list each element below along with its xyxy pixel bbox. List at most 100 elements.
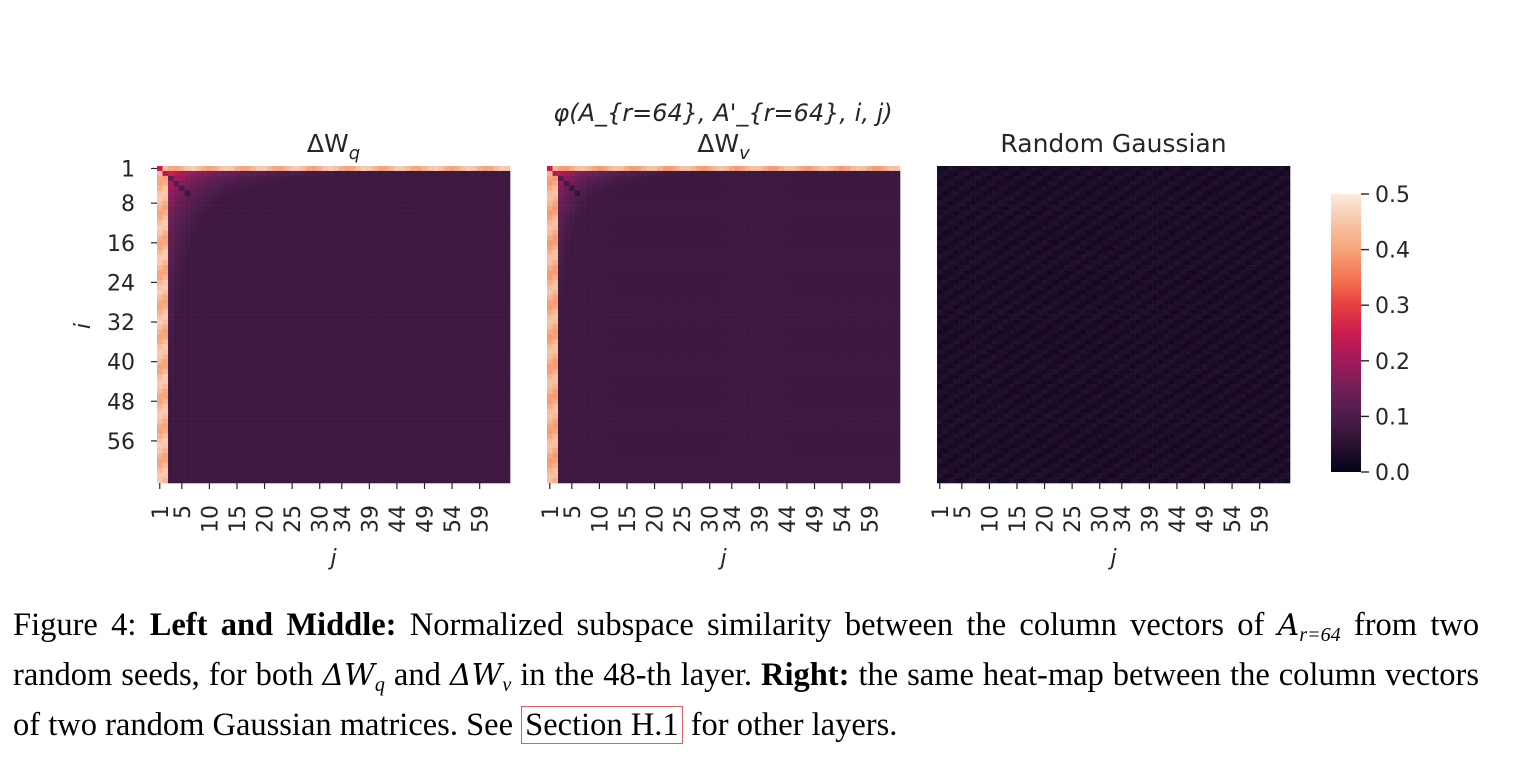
heatmap-cell — [460, 398, 467, 405]
heatmap-cell — [574, 215, 581, 221]
heatmap-cell — [493, 473, 500, 479]
heatmap-cell — [504, 478, 511, 484]
heatmap-cell — [558, 195, 564, 201]
heatmap-cell — [482, 438, 489, 444]
heatmap-cell — [806, 225, 813, 231]
heatmap-cell — [250, 478, 257, 484]
heatmap-cell — [350, 383, 356, 390]
heatmap-cell — [250, 185, 257, 192]
heatmap-cell — [399, 245, 406, 251]
heatmap-cell — [800, 210, 807, 216]
heatmap-cell — [416, 304, 423, 310]
heatmap-cell — [460, 284, 467, 291]
heatmap-cell — [471, 230, 478, 236]
heatmap-cell — [283, 478, 290, 484]
heatmap-cell — [449, 265, 456, 271]
heatmap-cell — [283, 388, 290, 395]
heatmap-cell — [201, 458, 207, 464]
heatmap-cell — [493, 210, 500, 216]
heatmap-cell — [239, 180, 246, 187]
heatmap-cell — [762, 175, 768, 182]
heatmap-cell — [377, 314, 384, 320]
heatmap-cell — [405, 190, 412, 197]
heatmap-cell — [239, 225, 246, 231]
heatmap-cell — [168, 180, 174, 187]
heatmap-cell — [239, 250, 246, 256]
heatmap-cell — [305, 205, 312, 211]
heatmap-cell — [184, 463, 191, 469]
heatmap-cell — [443, 270, 450, 276]
heatmap-cell — [333, 423, 340, 429]
heatmap-cell — [421, 369, 428, 375]
heatmap-cell — [261, 463, 268, 469]
heatmap-cell — [311, 304, 318, 310]
heatmap-cell — [618, 195, 625, 201]
heatmap-cell — [355, 448, 362, 454]
heatmap-cell — [432, 433, 439, 439]
heatmap-cell — [283, 185, 290, 192]
heatmap-cell — [498, 195, 505, 201]
heatmap-cell — [745, 170, 752, 177]
heatmap-cell — [333, 180, 340, 187]
heatmap-cell — [443, 369, 450, 375]
heatmap-cell — [504, 210, 511, 216]
heatmap-cell — [366, 304, 373, 310]
heatmap-cell — [316, 418, 323, 424]
heatmap-cell — [443, 349, 450, 355]
heatmap-cell — [778, 215, 785, 221]
heatmap-cell — [388, 398, 395, 405]
heatmap-cell — [212, 220, 218, 226]
heatmap-cell — [756, 175, 763, 182]
heatmap-cell — [734, 166, 741, 172]
heatmap-cell — [476, 398, 483, 405]
heatmap-cell — [184, 329, 191, 335]
heatmap-cell — [300, 190, 307, 197]
heatmap-cell — [482, 413, 489, 419]
heatmap-cell — [311, 235, 318, 241]
heatmap-cell — [305, 433, 312, 439]
heatmap-cell — [427, 458, 434, 464]
heatmap-cell — [416, 443, 423, 449]
heatmap-cell — [223, 205, 230, 211]
heatmap-cell — [339, 339, 345, 345]
heatmap-cell — [866, 200, 873, 206]
heatmap-cell — [449, 314, 456, 320]
heatmap-cell — [245, 294, 252, 301]
heatmap-cell — [410, 369, 417, 375]
heatmap-cell — [267, 403, 274, 409]
heatmap-cell — [267, 349, 274, 355]
heatmap-cell — [361, 349, 367, 355]
heatmap-cell — [261, 215, 268, 221]
heatmap-cell — [388, 235, 395, 241]
heatmap-cell — [438, 448, 445, 454]
heatmap-cell — [173, 240, 180, 246]
heatmap-cell — [217, 433, 224, 439]
heatmap-cell — [394, 398, 400, 405]
heatmap-cell — [811, 180, 818, 187]
heatmap-cell — [245, 279, 252, 286]
heatmap-cell — [228, 279, 235, 286]
heatmap-cell — [850, 205, 857, 211]
heatmap-cell — [355, 166, 362, 172]
heatmap-cell — [361, 418, 367, 424]
heatmap-cell — [465, 359, 472, 365]
heatmap-cell — [449, 443, 456, 449]
heatmap-cell — [179, 230, 185, 236]
heatmap-cell — [366, 359, 373, 365]
heatmap-cell — [195, 374, 202, 380]
heatmap-cell — [228, 299, 235, 305]
heatmap-cell — [278, 166, 285, 172]
heatmap-cell — [250, 170, 257, 177]
heatmap-cell — [388, 458, 395, 464]
heatmap-cell — [366, 364, 373, 370]
heatmap-cell — [195, 438, 202, 444]
heatmap-cell — [372, 423, 378, 429]
heatmap-cell — [383, 230, 389, 236]
heatmap-cell — [773, 170, 779, 177]
heatmap-cell — [234, 398, 241, 405]
heatmap-cell — [300, 344, 307, 350]
heatmap-cell — [471, 319, 478, 325]
heatmap-cell — [245, 309, 252, 315]
heatmap-cell — [157, 369, 163, 375]
heatmap-cell — [476, 378, 483, 385]
